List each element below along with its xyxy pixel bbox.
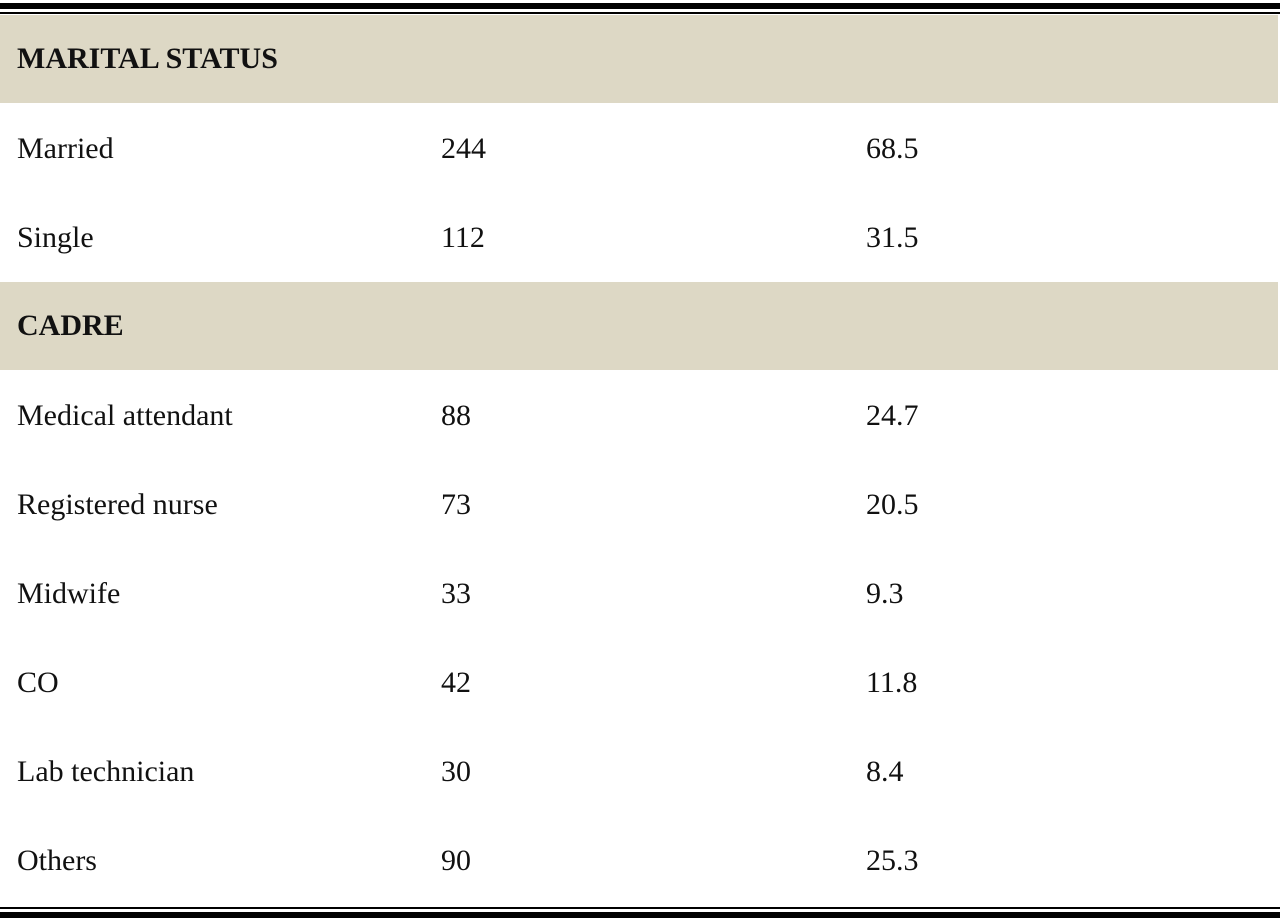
table-row: Midwife 33 9.3 bbox=[0, 549, 1278, 638]
table-row: Medical attendant 88 24.7 bbox=[0, 371, 1278, 460]
row-label: Midwife bbox=[17, 576, 121, 610]
row-label: Single bbox=[17, 220, 94, 254]
row-label: Lab technician bbox=[17, 754, 195, 788]
section-title: CADRE bbox=[17, 309, 124, 342]
percent-cell: 24.7 bbox=[866, 398, 919, 432]
row-label: Others bbox=[17, 843, 97, 877]
table-row: Married 244 68.5 bbox=[0, 104, 1278, 193]
count-cell: 244 bbox=[441, 131, 486, 165]
percent-cell: 8.4 bbox=[866, 754, 904, 788]
row-label: Married bbox=[17, 131, 114, 165]
count-cell: 73 bbox=[441, 487, 471, 521]
count-cell: 90 bbox=[441, 843, 471, 877]
percent-cell: 31.5 bbox=[866, 220, 919, 254]
table-row: Others 90 25.3 bbox=[0, 816, 1278, 905]
percent-cell: 68.5 bbox=[866, 131, 919, 165]
percent-cell: 11.8 bbox=[866, 665, 918, 699]
bottom-rule-thin bbox=[0, 907, 1280, 909]
top-rule-thick bbox=[0, 3, 1280, 9]
count-cell: 33 bbox=[441, 576, 471, 610]
table-row: Single 112 31.5 bbox=[0, 193, 1278, 282]
top-rule-thin bbox=[0, 12, 1280, 14]
section-header: MARITAL STATUS bbox=[0, 15, 1278, 103]
row-label: Medical attendant bbox=[17, 398, 233, 432]
section-header: CADRE bbox=[0, 282, 1278, 370]
table-row: Lab technician 30 8.4 bbox=[0, 727, 1278, 816]
row-label: Registered nurse bbox=[17, 487, 218, 521]
bottom-rule-thick bbox=[0, 912, 1280, 918]
section-title: MARITAL STATUS bbox=[17, 42, 278, 75]
table-row: CO 42 11.8 bbox=[0, 638, 1278, 727]
percent-cell: 25.3 bbox=[866, 843, 919, 877]
count-cell: 88 bbox=[441, 398, 471, 432]
row-label: CO bbox=[17, 665, 59, 699]
count-cell: 112 bbox=[441, 220, 485, 254]
percent-cell: 9.3 bbox=[866, 576, 904, 610]
table-row: Registered nurse 73 20.5 bbox=[0, 460, 1278, 549]
count-cell: 30 bbox=[441, 754, 471, 788]
count-cell: 42 bbox=[441, 665, 471, 699]
percent-cell: 20.5 bbox=[866, 487, 919, 521]
